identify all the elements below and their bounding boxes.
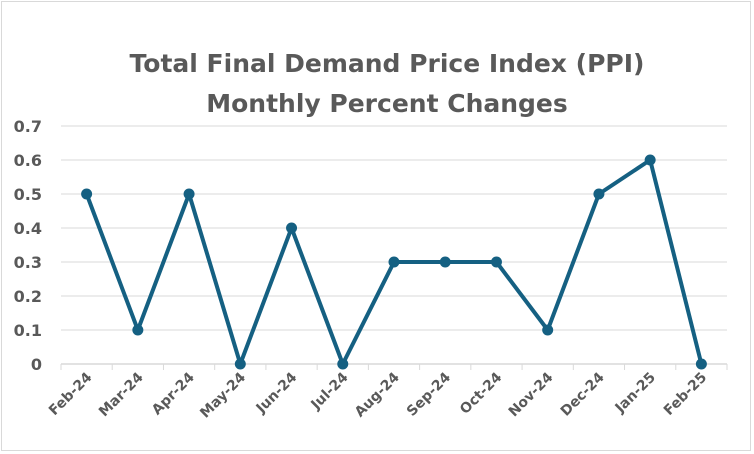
data-point xyxy=(337,358,349,370)
data-point xyxy=(644,154,656,166)
x-tick-label: Jul-24 xyxy=(308,369,352,413)
x-tick-label: Sep-24 xyxy=(404,369,454,419)
x-tick-label: Feb-25 xyxy=(661,370,710,419)
data-point xyxy=(542,324,554,336)
x-tick-label: Jan-25 xyxy=(612,370,659,417)
x-tick-label: Oct-24 xyxy=(457,369,505,417)
x-tick-label: Mar-24 xyxy=(96,369,147,420)
data-point xyxy=(234,358,246,370)
x-tick-label: Aug-24 xyxy=(352,369,403,420)
data-point xyxy=(593,188,605,200)
x-tick-label: Jun-24 xyxy=(253,369,301,417)
x-tick-label: Apr-24 xyxy=(149,369,198,418)
y-tick-label: 0.2 xyxy=(14,287,42,306)
data-point xyxy=(490,256,502,268)
data-point xyxy=(183,188,195,200)
data-point xyxy=(132,324,144,336)
y-tick-label: 0.7 xyxy=(14,117,42,136)
y-tick-label: 0.3 xyxy=(14,253,42,272)
data-point xyxy=(388,256,400,268)
x-tick-label: Dec-24 xyxy=(558,369,608,419)
y-tick-label: 0.4 xyxy=(14,219,42,238)
data-point xyxy=(81,188,93,200)
y-tick-label: 0.5 xyxy=(14,185,42,204)
x-tick-label: May-24 xyxy=(197,369,249,421)
data-point xyxy=(286,222,298,234)
x-tick-label: Nov-24 xyxy=(506,369,557,420)
data-point xyxy=(695,358,707,370)
y-tick-label: 0.1 xyxy=(14,321,42,340)
y-tick-label: 0.6 xyxy=(14,151,42,170)
y-tick-label: 0 xyxy=(31,355,42,374)
chart-title-line-1: Total Final Demand Price Index (PPI) xyxy=(130,49,645,78)
chart-title-line-2: Monthly Percent Changes xyxy=(206,89,568,118)
data-point xyxy=(439,256,451,268)
x-tick-label: Feb-24 xyxy=(46,369,96,419)
